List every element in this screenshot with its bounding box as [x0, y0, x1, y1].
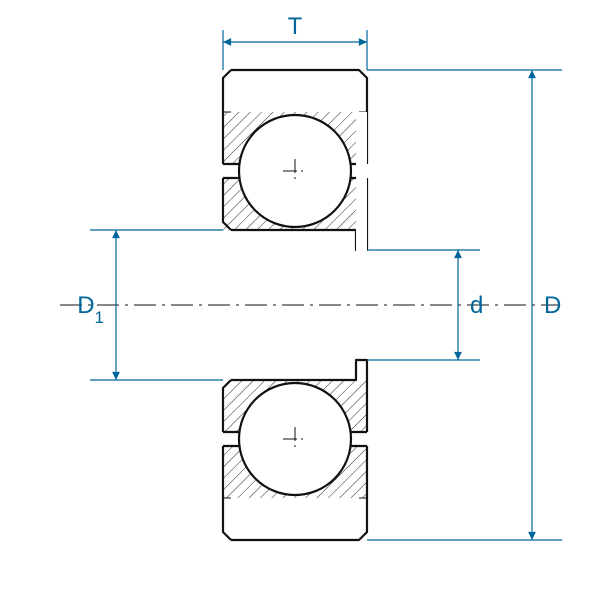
arrowhead [359, 38, 367, 46]
arrowhead [454, 250, 462, 258]
dim-label-d: d [470, 292, 483, 319]
dim-label-D1: D1 [77, 292, 104, 327]
bearing-diagram: T Dd D1 [0, 0, 600, 600]
dim-label-T: T [288, 13, 303, 40]
arrowhead [528, 532, 536, 540]
arrowhead [454, 352, 462, 360]
arrowhead [112, 230, 120, 238]
arrowhead [112, 372, 120, 380]
arrowhead [528, 70, 536, 78]
arrowhead [223, 38, 231, 46]
dim-label-D: D [544, 292, 561, 319]
